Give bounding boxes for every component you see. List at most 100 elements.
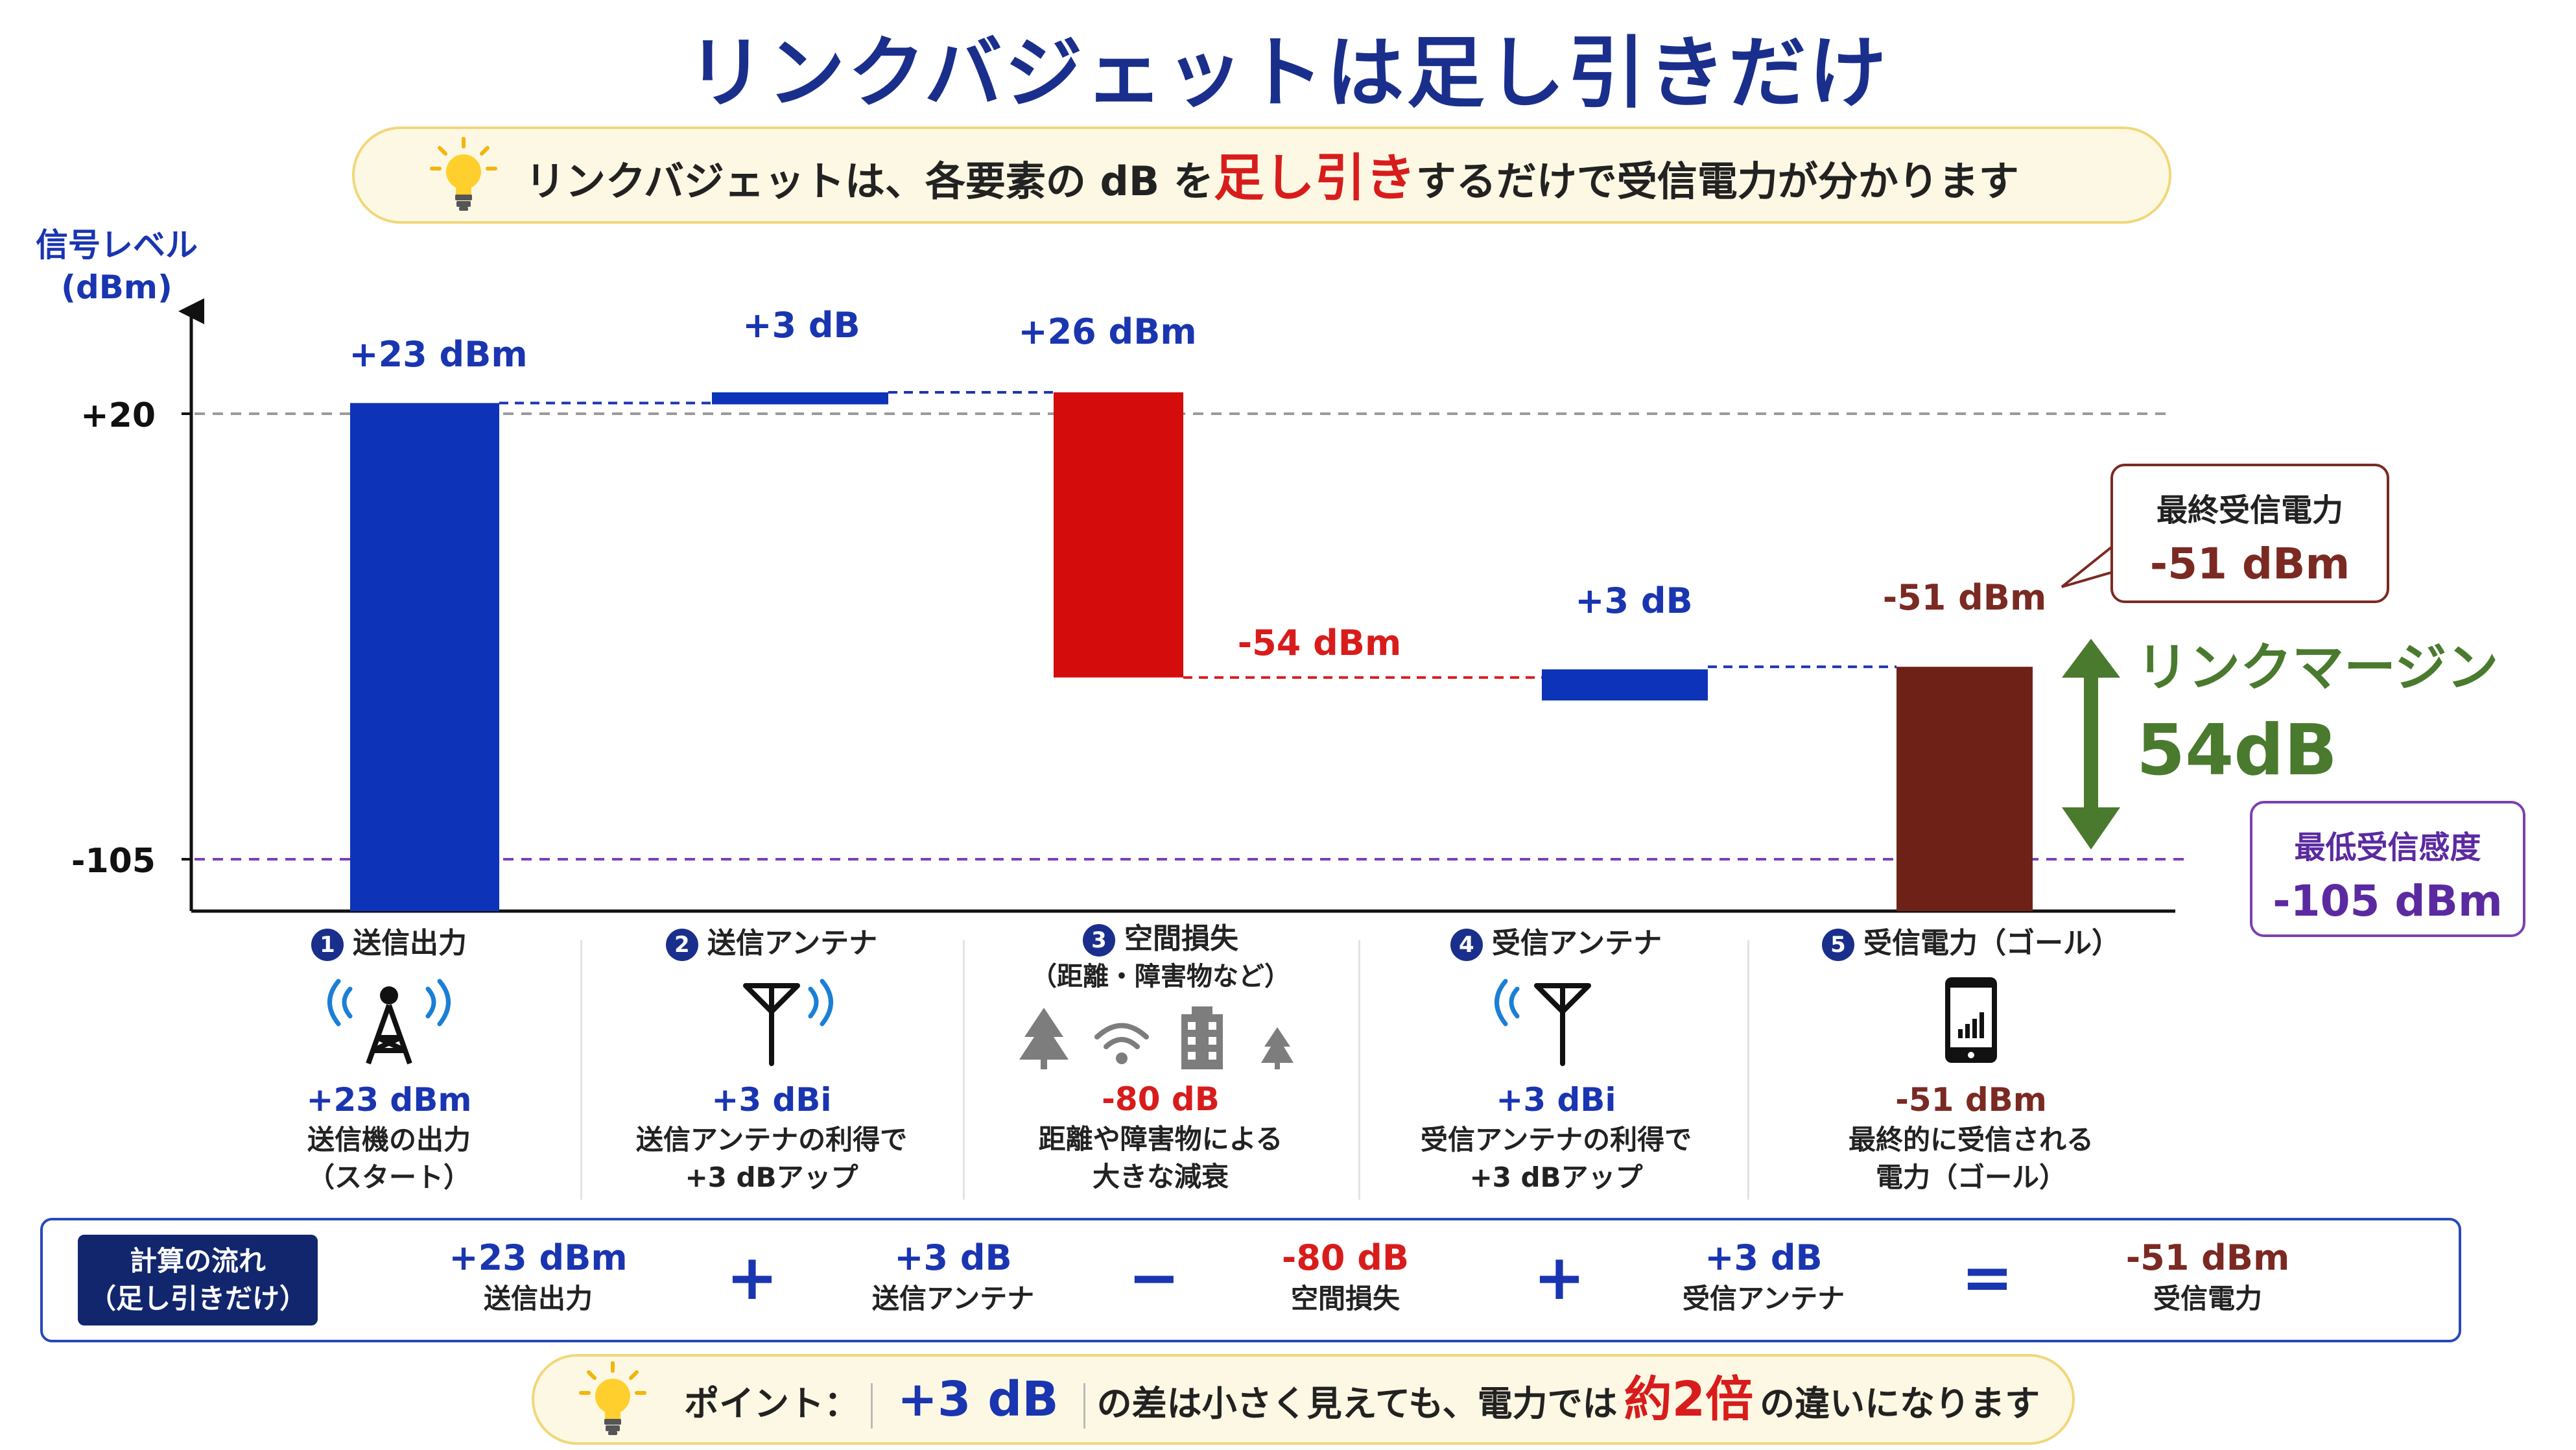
min-sensitivity-callout: 最低受信感度 -105 dBm: [2250, 801, 2525, 937]
point-end: の違いになります: [1760, 1383, 2040, 1424]
y-ticks: +20 -105: [71, 396, 191, 881]
bar: [1542, 669, 1708, 701]
banner-text-before: リンクバジェットは、各要素の dB を: [525, 158, 1214, 205]
step-desc-2: （スタート）: [307, 1161, 471, 1193]
point-banner: [532, 1354, 2075, 1445]
final-power-value: -51 dBm: [2149, 539, 2350, 589]
step-3: 3 空間損失 （距離・障害物など） -80 dB 距離や障害物による 大きな減衰: [966, 920, 1355, 1196]
bar-value-label: -54 dBm: [1238, 623, 1401, 663]
bar: [712, 392, 888, 405]
min-sensitivity-value: -105 dBm: [2273, 876, 2503, 926]
flow-term-value: -51 dBm: [2125, 1237, 2290, 1278]
step-desc-1: 受信アンテナの利得で: [1420, 1124, 1692, 1156]
point-divider: [871, 1383, 873, 1429]
final-power-callout: 最終受信電力 -51 dBm: [2110, 464, 2389, 603]
step-title: 受信アンテナ: [1491, 927, 1662, 960]
step-title: 送信アンテナ: [707, 927, 878, 960]
flow-term-value: -80 dB: [1281, 1237, 1410, 1278]
step-value: -51 dBm: [1895, 1081, 2047, 1119]
flow-term-value: +3 dB: [1705, 1237, 1823, 1278]
banner-text-after: するだけで受信電力が分かります: [1415, 158, 2019, 205]
flow-term: +3 dB 送信アンテナ: [817, 1235, 1089, 1317]
y-axis-label: 信号レベル: [36, 226, 198, 264]
flow-term-name: 受信電力: [2153, 1283, 2262, 1314]
flow-term: -80 dB 空間損失: [1209, 1235, 1482, 1317]
point-value: +3 dB: [897, 1372, 1059, 1427]
step-desc-1: 距離や障害物による: [1038, 1123, 1283, 1155]
step-divider: [1747, 940, 1749, 1200]
step-desc-2: 大きな減衰: [1092, 1161, 1229, 1193]
point-ratio: 約2倍: [1624, 1372, 1754, 1427]
step-desc-1: 送信機の出力: [307, 1124, 471, 1156]
flow-term-name: 受信アンテナ: [1682, 1283, 1845, 1314]
flow-term-value: +23 dBm: [449, 1237, 628, 1278]
transmission-tower-icon: [327, 979, 451, 1065]
flow-operator: =: [1961, 1241, 2014, 1314]
antenna-icon: [743, 979, 833, 1066]
page-title: リンクバジェットは足し引きだけ: [687, 29, 1889, 119]
step-number: 1: [311, 929, 344, 961]
banner-highlight: 足し引き: [1213, 149, 1416, 208]
step-number: 5: [1822, 929, 1854, 961]
step-title: 受信電力（ゴール）: [1863, 927, 2120, 960]
link-margin-value: 54dB: [2136, 710, 2337, 791]
flow-label-line-1: 計算の流れ: [129, 1245, 266, 1277]
step-value: +3 dBi: [1496, 1081, 1616, 1119]
bar: [1897, 667, 2033, 911]
step-4: 4 受信アンテナ +3 dBi 受信アンテナの利得で +3 dBアップ: [1362, 924, 1751, 1196]
flow-term-name: 空間損失: [1290, 1283, 1400, 1314]
calculation-flow-box: [40, 1218, 2461, 1342]
waterfall-chart: 信号レベル (dBm) +20 -105 +23 dBm +3 dB +26 dBm -…: [36, 226, 2192, 913]
flow-label-line-2: （足し引きだけ）: [88, 1283, 307, 1314]
antenna-icon: [1495, 979, 1591, 1066]
point-divider: [1083, 1383, 1085, 1429]
margin-arrow: [2062, 639, 2120, 850]
step-value: +23 dBm: [306, 1081, 472, 1119]
obstacles-icon: [1019, 1006, 1294, 1069]
step-number: 4: [1450, 929, 1483, 961]
bar-value-label: -51 dBm: [1883, 577, 2046, 618]
step-title: 空間損失: [1124, 922, 1238, 955]
flow-term: +3 dB 受信アンテナ: [1627, 1235, 1900, 1317]
final-power-title: 最終受信電力: [2156, 492, 2343, 529]
flow-term-name: 送信出力: [483, 1283, 593, 1314]
lightbulb-icon: [579, 1361, 646, 1435]
step-value: -80 dB: [1102, 1080, 1220, 1118]
step-desc-2: 電力（ゴール）: [1875, 1161, 2066, 1193]
flow-term: -51 dBm 受信電力: [2072, 1235, 2344, 1317]
link-margin-label: リンクマージン: [2136, 637, 2499, 698]
bar-labels: +23 dBm +3 dB +26 dBm -54 dBm +3 dB -51 dBm: [349, 305, 2046, 663]
step-subtitle: （距離・障害物など）: [1031, 962, 1290, 992]
point-banner-text: ポイント： +3 dB の差は小さく見えても、電力では 約2倍 の違いになります: [684, 1361, 2040, 1438]
step-desc-2: +3 dBアップ: [685, 1161, 858, 1193]
step-5: 5 受信電力（ゴール） -51 dBm 最終的に受信される 電力（ゴール）: [1777, 924, 2166, 1196]
flow-term: +23 dBm 送信出力: [402, 1235, 674, 1317]
y-tick-label: +20: [80, 396, 156, 435]
y-tick-label: -105: [71, 842, 156, 881]
step-desc-1: 最終的に受信される: [1848, 1124, 2094, 1156]
min-sensitivity-title: 最低受信感度: [2294, 829, 2481, 866]
flow-term-value: +3 dB: [894, 1237, 1012, 1278]
step-desc-2: +3 dBアップ: [1469, 1161, 1643, 1193]
bar: [1054, 392, 1183, 678]
summary-banner-text: リンクバジェットは、各要素の dB を足し引きするだけで受信電力が分かります: [525, 146, 2019, 211]
smartphone-icon: [1945, 977, 1997, 1063]
point-label: ポイント：: [684, 1383, 859, 1424]
point-middle: の差は小さく見えても、電力では: [1096, 1383, 1618, 1424]
bar-value-label: +3 dB: [742, 305, 860, 346]
summary-banner: [352, 126, 2171, 224]
step-number: 3: [1083, 924, 1115, 957]
step-divider: [963, 940, 965, 1200]
flow-operator: +: [1533, 1241, 1586, 1314]
bars: [350, 392, 2033, 911]
bar-value-label: +26 dBm: [1018, 311, 1196, 352]
step-2: 2 送信アンテナ +3 dBi 送信アンテナの利得で +3 dBアップ: [577, 924, 966, 1196]
flow-operator: +: [726, 1241, 779, 1314]
step-divider: [580, 940, 582, 1200]
calculation-flow-label: 計算の流れ （足し引きだけ）: [78, 1235, 318, 1325]
y-axis-unit: (dBm): [61, 268, 172, 306]
bar: [350, 403, 499, 911]
flow-operator: −: [1128, 1241, 1181, 1314]
lightbulb-icon: [430, 137, 497, 211]
bar-value-label: +23 dBm: [349, 334, 527, 375]
